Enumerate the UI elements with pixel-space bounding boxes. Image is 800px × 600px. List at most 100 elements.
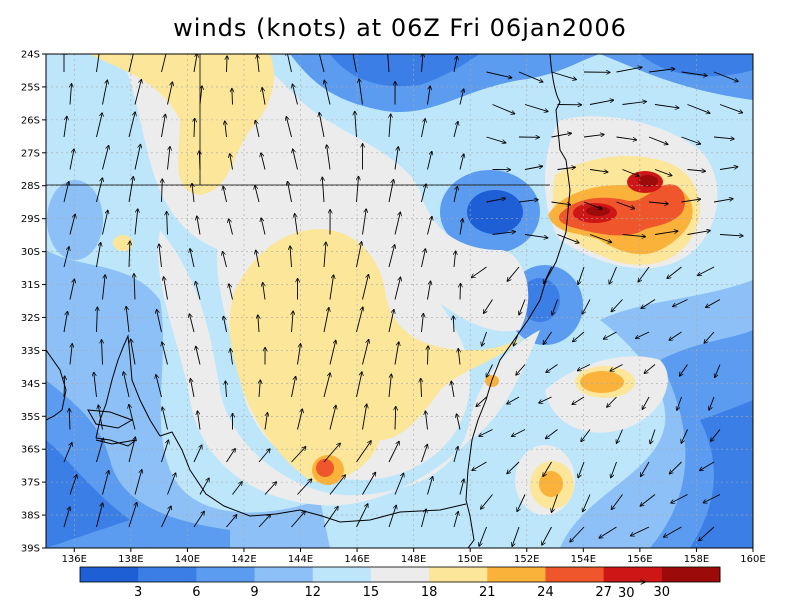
wind-arrow [679,364,688,377]
wind-arrow [388,441,399,463]
wind-arrow [677,396,682,410]
wind-arrow [551,494,558,513]
wind-arrow [664,526,682,537]
wind-arrow [256,250,260,268]
wind-arrow [261,153,266,170]
wind-arrow [699,526,715,541]
wind-arrow [589,234,612,243]
colorbar-label: 18 [421,585,438,600]
wind-arrow [264,413,267,430]
lat-tick-label: 27S [21,148,40,159]
wind-arrow [69,475,77,495]
wind-arrow [460,283,461,300]
lat-tick-label: 38S [21,511,40,522]
colorbar-label: 6 [192,585,200,600]
wind-arrow [524,234,548,238]
wind-arrow [719,167,738,170]
wind-arrow [134,144,141,170]
wind-arrow [389,114,391,138]
wind-arrow [223,186,227,203]
wind-arrow [227,56,228,73]
wind-arrow [362,404,367,430]
wind-speed-shading [46,54,753,548]
wind-arrow [102,275,106,300]
wind-arrow [297,479,312,495]
wind-arrow [291,511,306,528]
wind-arrow [257,55,259,73]
lat-tick-label: 37S [21,478,40,489]
wind-arrow [255,120,260,138]
wind-arrow [713,199,733,203]
wind-arrow [356,242,362,268]
lat-tick-label: 25S [21,82,40,93]
wind-arrow [611,299,623,312]
wind-arrow [421,509,427,528]
wind-arrow [687,231,711,235]
wind-arrow [223,316,227,333]
colorbar-swatch [603,567,663,582]
wind-arrow [356,307,363,333]
wind-arrow [641,461,650,477]
wind-arrow [161,54,168,73]
lat-tick-label: 32S [21,313,40,324]
wind-arrow [454,251,456,268]
wind-arrow [297,344,301,365]
wind-arrow [578,266,585,285]
wind-arrow [356,441,372,463]
wind-arrow [323,506,338,528]
wind-arrow [394,212,400,235]
wind-arrow [195,281,201,300]
wind-arrow [63,507,70,528]
wind-arrow [355,111,357,138]
wind-arrow [641,299,656,309]
wind-arrow [681,71,708,76]
wind-arrow [704,331,715,343]
lat-tick-label: 30S [21,247,40,258]
wind-arrow [552,299,558,316]
wind-arrow [134,470,142,495]
wind-arrow [644,364,656,374]
wind-arrow [546,364,558,373]
wind-arrow [69,214,75,235]
wind-arrow [96,54,100,73]
wind-arrow [453,511,458,528]
wind-arrow [542,526,552,545]
wind-arrow [96,438,104,463]
wind-arrow [96,242,101,268]
wind-arrow [512,526,520,546]
colorbar-swatch [370,567,430,582]
wind-arrow [507,266,520,281]
lon-tick-label: 138E [118,554,143,565]
wind-arrow [472,461,487,471]
wind-arrow [63,311,68,333]
wind-arrow [428,346,429,365]
wind-arrow [687,104,710,114]
wind-arrow [492,104,515,114]
wind-arrow [486,136,506,143]
lat-tick-label: 34S [21,379,40,390]
wind-arrow [69,279,74,300]
map-title: winds (knots) at 06Z Fri 06jan2006 [173,14,627,42]
wind-arrow [421,249,426,268]
wind-arrow [128,54,134,73]
wind-arrow [388,179,394,203]
wind-arrow [671,494,688,504]
wind-arrow [630,526,650,536]
wind-arrow [687,170,706,172]
wind-arrow [486,364,493,378]
wind-arrow [322,177,324,203]
wind-arrow [232,88,233,105]
wind-arrow [64,376,65,398]
wind-arrow [156,309,162,333]
wind-arrow [128,112,135,138]
wind-arrow [323,373,330,398]
wind-arrow [482,331,487,346]
wind-arrow [577,364,591,371]
wind-arrow [453,56,457,73]
wind-arrow [622,169,640,177]
wind-arrow [638,266,650,282]
lat-tick-label: 31S [21,280,40,291]
wind-arrow [167,211,168,235]
wind-arrow [102,145,109,170]
wind-arrow [607,396,617,407]
